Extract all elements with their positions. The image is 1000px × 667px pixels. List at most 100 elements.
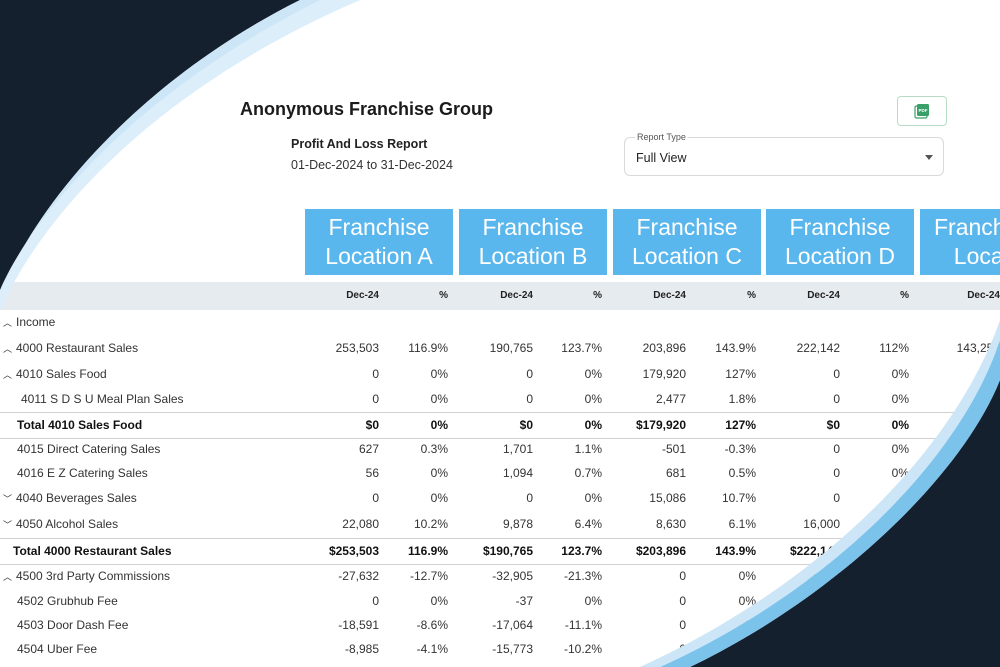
row-label-text: 4500 3rd Party Commissions bbox=[16, 569, 171, 583]
amount-cell: $0 bbox=[519, 418, 533, 432]
chevron-down-icon[interactable]: ﹀ bbox=[3, 494, 13, 504]
column-header-percent: % bbox=[439, 290, 448, 301]
dropdown-caret-icon bbox=[925, 155, 933, 160]
amount-cell: 0 bbox=[679, 618, 686, 632]
percent-cell: 0% bbox=[430, 594, 448, 608]
column-header-period: Dec-24 bbox=[346, 290, 379, 301]
amount-cell: -37 bbox=[515, 594, 533, 608]
percent-cell: 10.7% bbox=[721, 491, 756, 505]
table-row: 4502 Grubhub Fee 0 0% -37 0% 0 0% bbox=[0, 589, 1000, 614]
percent-cell: 0% bbox=[584, 418, 602, 432]
amount-cell: 179,920 bbox=[642, 367, 686, 381]
percent-cell: 0% bbox=[584, 594, 602, 608]
table-row: 4016 E Z Catering Sales 56 0% 1,094 0.7% 681 0… bbox=[0, 461, 1000, 486]
table-row[interactable]: ︿ 4500 3rd Party Commissions -27,632 -12.7%… bbox=[0, 564, 1000, 589]
amount-cell: 2,477 bbox=[655, 392, 686, 406]
amount-cell: 8,630 bbox=[655, 517, 686, 531]
percent-cell: -8.6% bbox=[416, 618, 448, 632]
amount-cell: 56 bbox=[365, 466, 379, 480]
amount-cell: 0 bbox=[526, 392, 533, 406]
percent-cell: 0% bbox=[738, 618, 756, 632]
percent-cell: 127% bbox=[725, 367, 756, 381]
amount-cell: 681 bbox=[665, 466, 686, 480]
column-header-period: Dec-24 bbox=[807, 290, 840, 301]
amount-cell: 0 bbox=[833, 466, 840, 480]
amount-cell: 0 bbox=[372, 367, 379, 381]
amount-cell: 0 bbox=[833, 442, 840, 456]
amount-cell: 222,142 bbox=[796, 341, 840, 355]
report-type-value: Full View bbox=[636, 151, 687, 165]
amount-cell: $253,503 bbox=[328, 544, 379, 558]
amount-cell: -32,905 bbox=[492, 569, 533, 583]
amount-cell: 0 bbox=[993, 491, 1000, 505]
table-row: 4011 S D S U Meal Plan Sales 0 0% 0 0% 2,477 1… bbox=[0, 387, 1000, 412]
row-label: ︿ 4500 3rd Party Commissions bbox=[3, 564, 170, 590]
row-label-text: 4504 Uber Fee bbox=[17, 642, 98, 656]
row-label: ︿ 4000 Restaurant Sales bbox=[3, 336, 138, 362]
percent-cell: -12.7% bbox=[409, 569, 448, 583]
amount-cell: $190,765 bbox=[482, 544, 533, 558]
chevron-up-icon[interactable]: ︿ bbox=[3, 572, 13, 582]
row-label: ﹀ 4040 Beverages Sales bbox=[3, 486, 137, 512]
report-type-select[interactable]: Report Type Full View bbox=[624, 132, 944, 176]
amount-cell: -501 bbox=[661, 442, 686, 456]
amount-cell: $0 bbox=[986, 418, 1000, 432]
percent-cell: 143.9% bbox=[715, 341, 756, 355]
percent-cell: -21.3% bbox=[563, 569, 602, 583]
location-header-a: Franchise Location A bbox=[305, 209, 453, 275]
amount-cell: 1,090 bbox=[969, 442, 1000, 456]
percent-cell: 1.1% bbox=[574, 442, 602, 456]
row-label-text: 4015 Direct Catering Sales bbox=[17, 442, 161, 456]
amount-cell: 0 bbox=[526, 367, 533, 381]
percent-cell: 0% bbox=[430, 392, 448, 406]
pdf-export-button[interactable]: PDF bbox=[897, 96, 947, 126]
amount-cell: 0 bbox=[993, 367, 1000, 381]
table-row[interactable]: ﹀ 4040 Beverages Sales 0 0% 0 0% 15,086 10.7% 0 0… bbox=[0, 486, 1000, 511]
row-label-text: 4503 Door Dash Fee bbox=[17, 618, 129, 632]
table-row[interactable]: ﹀ 4050 Alcohol Sales 22,080 10.2% 9,878 6.4% 8… bbox=[0, 512, 1000, 537]
percent-cell: 0.7% bbox=[574, 466, 602, 480]
percent-cell: -11.1% bbox=[564, 618, 602, 632]
amount-cell: 1,701 bbox=[502, 442, 533, 456]
percent-cell: -10.2% bbox=[563, 642, 602, 656]
percent-cell: 0.5% bbox=[728, 466, 756, 480]
amount-cell: 0 bbox=[526, 491, 533, 505]
chevron-up-icon[interactable]: ︿ bbox=[3, 370, 13, 380]
row-label: 4504 Uber Fee bbox=[17, 637, 97, 662]
percent-cell: 0% bbox=[891, 367, 909, 381]
percent-cell: 0% bbox=[891, 466, 909, 480]
table-row[interactable]: ︿ 4000 Restaurant Sales 253,503 116.9% 190,7… bbox=[0, 336, 1000, 361]
company-title: Anonymous Franchise Group bbox=[240, 99, 494, 119]
amount-cell: -15,773 bbox=[492, 642, 533, 656]
row-label-text: 4502 Grubhub Fee bbox=[17, 594, 118, 608]
row-label: ﹀ 4050 Alcohol Sales bbox=[3, 512, 118, 538]
chevron-down-icon[interactable]: ﹀ bbox=[3, 520, 13, 530]
chevron-up-icon[interactable]: ︿ bbox=[3, 318, 13, 328]
column-header-percent: % bbox=[900, 290, 909, 301]
amount-cell: $222,142 bbox=[789, 544, 840, 558]
amount-cell: -18,849 bbox=[799, 569, 840, 583]
table-row[interactable]: ︿ 4010 Sales Food 0 0% 0 0% 179,920 127% 0 0% 0 bbox=[0, 362, 1000, 387]
row-label: ︿ Income bbox=[3, 310, 55, 336]
percent-cell: 116.9% bbox=[408, 341, 448, 355]
row-label-text: Total 4000 Restaurant Sales bbox=[13, 544, 172, 558]
pdf-icon: PDF bbox=[914, 104, 929, 119]
row-label-text: 4016 E Z Catering Sales bbox=[17, 466, 148, 480]
table-row[interactable]: ︿ Income bbox=[0, 310, 1000, 335]
row-label-text: Income bbox=[16, 315, 56, 329]
amount-cell: 0 bbox=[833, 491, 840, 505]
percent-cell: 116.9% bbox=[407, 544, 448, 558]
percent-cell: 0.3% bbox=[420, 442, 448, 456]
row-label-text: 4011 S D S U Meal Plan Sales bbox=[21, 392, 184, 406]
amount-cell: 0 bbox=[679, 594, 686, 608]
percent-cell: 0% bbox=[891, 491, 909, 505]
row-label-text: Total 4010 Sales Food bbox=[17, 418, 143, 432]
table-row: 4503 Door Dash Fee -18,591 -8.6% -17,064 -11… bbox=[0, 613, 1000, 638]
chevron-up-icon[interactable]: ︿ bbox=[3, 344, 13, 354]
row-label-text: 4050 Alcohol Sales bbox=[16, 517, 119, 531]
column-header-percent: % bbox=[747, 290, 756, 301]
row-label-text: 4000 Restaurant Sales bbox=[16, 341, 139, 355]
amount-cell: -27,632 bbox=[338, 569, 379, 583]
row-label: 4015 Direct Catering Sales bbox=[17, 437, 160, 462]
